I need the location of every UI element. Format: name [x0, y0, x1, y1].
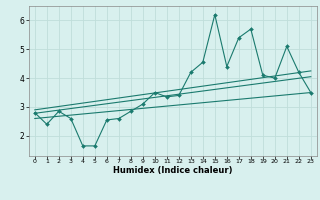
X-axis label: Humidex (Indice chaleur): Humidex (Indice chaleur) — [113, 166, 233, 175]
